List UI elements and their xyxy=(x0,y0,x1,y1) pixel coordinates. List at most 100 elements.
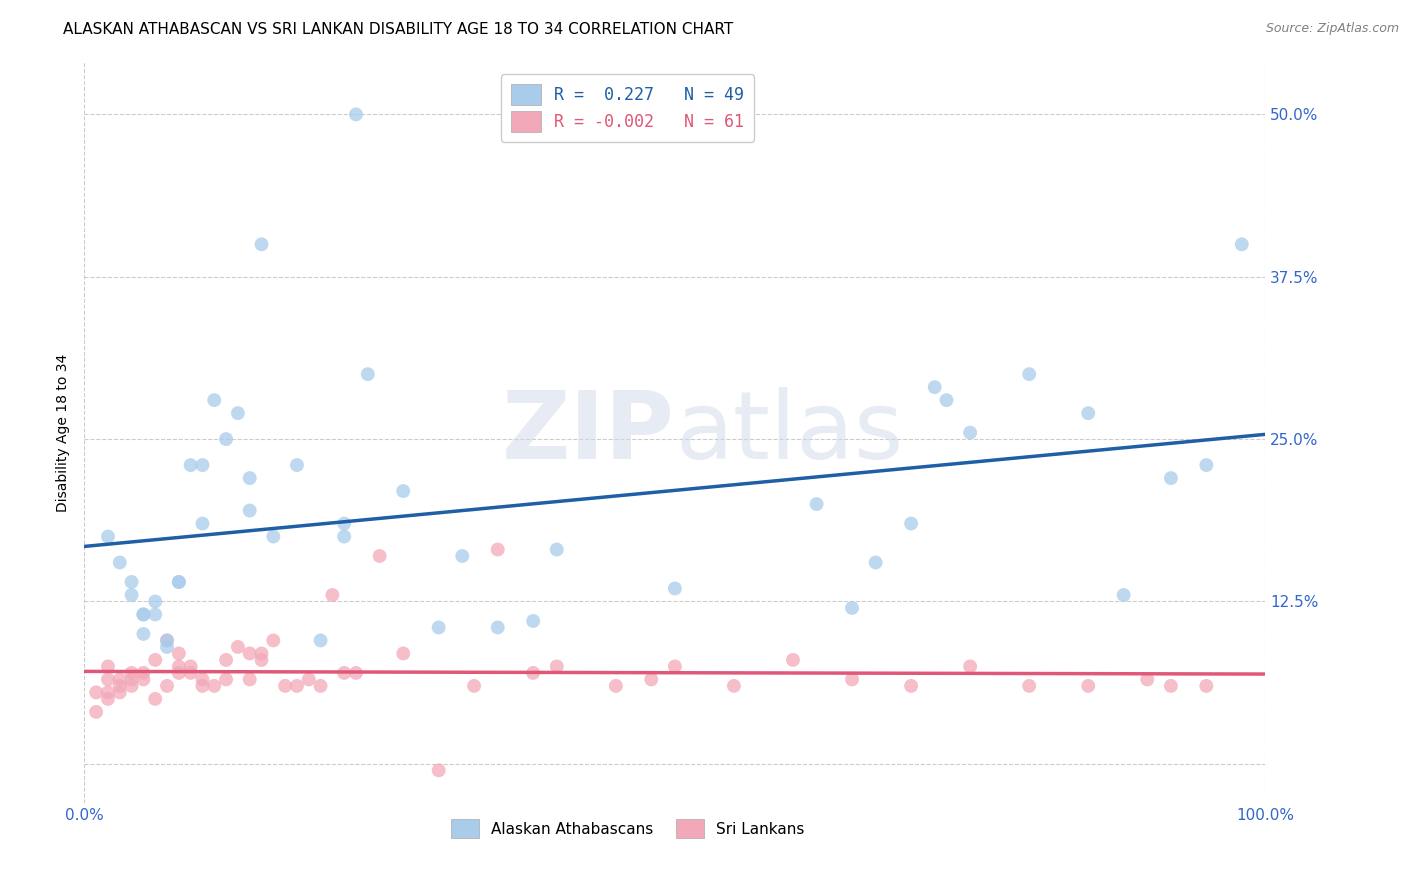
Point xyxy=(239,471,262,485)
Point xyxy=(143,594,166,608)
Y-axis label: Disability Age 18 to 34: Disability Age 18 to 34 xyxy=(56,353,70,512)
Point xyxy=(262,633,284,648)
Point xyxy=(1160,471,1182,485)
Point xyxy=(1160,679,1182,693)
Point xyxy=(1195,679,1218,693)
Point xyxy=(298,673,321,687)
Point xyxy=(392,484,415,499)
Point xyxy=(522,614,544,628)
Point xyxy=(285,679,308,693)
Point xyxy=(84,705,107,719)
Point xyxy=(262,529,284,543)
Point xyxy=(1112,588,1135,602)
Point xyxy=(333,529,356,543)
Point xyxy=(1136,673,1159,687)
Point xyxy=(664,659,686,673)
Point xyxy=(191,673,214,687)
Point xyxy=(97,692,120,706)
Point xyxy=(215,653,238,667)
Point xyxy=(522,665,544,680)
Point xyxy=(121,665,143,680)
Point xyxy=(121,673,143,687)
Point xyxy=(239,647,262,661)
Point xyxy=(333,516,356,531)
Point xyxy=(546,542,568,557)
Point xyxy=(97,673,120,687)
Point xyxy=(97,529,120,543)
Point xyxy=(427,764,450,778)
Point xyxy=(285,458,308,472)
Point xyxy=(191,458,214,472)
Point xyxy=(841,601,863,615)
Point xyxy=(215,432,238,446)
Point xyxy=(215,673,238,687)
Point xyxy=(368,549,391,563)
Point xyxy=(156,679,179,693)
Point xyxy=(664,582,686,596)
Point xyxy=(226,640,249,654)
Point xyxy=(1195,458,1218,472)
Text: Source: ZipAtlas.com: Source: ZipAtlas.com xyxy=(1265,22,1399,36)
Point xyxy=(180,665,202,680)
Legend: Alaskan Athabascans, Sri Lankans: Alaskan Athabascans, Sri Lankans xyxy=(441,810,813,847)
Point xyxy=(250,653,273,667)
Point xyxy=(392,647,415,661)
Point xyxy=(121,574,143,589)
Point xyxy=(605,679,627,693)
Point xyxy=(121,679,143,693)
Point xyxy=(97,685,120,699)
Point xyxy=(344,107,367,121)
Point xyxy=(156,633,179,648)
Point xyxy=(191,516,214,531)
Point xyxy=(202,393,225,408)
Point xyxy=(132,607,155,622)
Point xyxy=(226,406,249,420)
Point xyxy=(108,673,131,687)
Text: ALASKAN ATHABASCAN VS SRI LANKAN DISABILITY AGE 18 TO 34 CORRELATION CHART: ALASKAN ATHABASCAN VS SRI LANKAN DISABIL… xyxy=(63,22,734,37)
Point xyxy=(202,679,225,693)
Point xyxy=(167,574,190,589)
Point xyxy=(935,393,957,408)
Point xyxy=(900,516,922,531)
Point xyxy=(156,633,179,648)
Point xyxy=(167,574,190,589)
Point xyxy=(274,679,297,693)
Point xyxy=(640,673,662,687)
Point xyxy=(143,653,166,667)
Point xyxy=(321,588,343,602)
Point xyxy=(239,503,262,517)
Point xyxy=(180,458,202,472)
Point xyxy=(180,659,202,673)
Point xyxy=(1077,679,1099,693)
Point xyxy=(108,685,131,699)
Point xyxy=(959,425,981,440)
Point xyxy=(309,633,332,648)
Point xyxy=(143,692,166,706)
Point xyxy=(333,665,356,680)
Text: atlas: atlas xyxy=(675,386,903,479)
Point xyxy=(132,607,155,622)
Point xyxy=(463,679,485,693)
Point xyxy=(156,640,179,654)
Point xyxy=(121,588,143,602)
Point xyxy=(782,653,804,667)
Text: ZIP: ZIP xyxy=(502,386,675,479)
Point xyxy=(486,542,509,557)
Point xyxy=(806,497,828,511)
Point xyxy=(191,679,214,693)
Point xyxy=(143,607,166,622)
Point xyxy=(723,679,745,693)
Point xyxy=(1230,237,1253,252)
Point xyxy=(167,659,190,673)
Point xyxy=(841,673,863,687)
Point xyxy=(486,620,509,634)
Point xyxy=(97,659,120,673)
Point xyxy=(250,237,273,252)
Point xyxy=(344,665,367,680)
Point xyxy=(108,679,131,693)
Point xyxy=(427,620,450,634)
Point xyxy=(132,627,155,641)
Point xyxy=(132,665,155,680)
Point xyxy=(108,556,131,570)
Point xyxy=(865,556,887,570)
